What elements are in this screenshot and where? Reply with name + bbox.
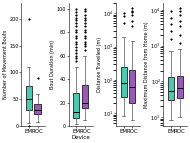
PathPatch shape xyxy=(177,76,183,98)
Y-axis label: Bout Duration (min): Bout Duration (min) xyxy=(50,40,55,89)
Y-axis label: Distance Travelled (m): Distance Travelled (m) xyxy=(97,37,102,92)
PathPatch shape xyxy=(26,86,32,110)
Y-axis label: Number of Movement Bouts: Number of Movement Bouts xyxy=(3,30,8,99)
Y-axis label: Maximum Distance from Home (m): Maximum Distance from Home (m) xyxy=(144,21,149,108)
X-axis label: Device: Device xyxy=(71,135,90,140)
PathPatch shape xyxy=(34,104,41,114)
PathPatch shape xyxy=(82,85,88,108)
PathPatch shape xyxy=(168,77,174,100)
PathPatch shape xyxy=(73,93,79,118)
PathPatch shape xyxy=(129,70,135,103)
PathPatch shape xyxy=(121,66,127,97)
